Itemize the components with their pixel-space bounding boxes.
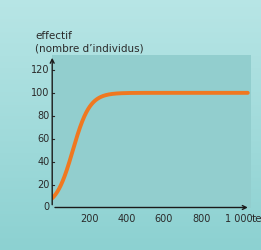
Text: 800: 800	[192, 214, 210, 224]
Text: 1 000: 1 000	[225, 214, 252, 224]
Text: 120: 120	[31, 65, 49, 75]
Text: 0: 0	[43, 202, 49, 212]
Text: 20: 20	[37, 180, 49, 190]
Text: 100: 100	[31, 88, 49, 98]
Text: 60: 60	[37, 134, 49, 144]
Text: 40: 40	[37, 157, 49, 167]
Text: 400: 400	[117, 214, 136, 224]
Text: 600: 600	[155, 214, 173, 224]
Text: temps: temps	[252, 214, 261, 224]
Text: 200: 200	[80, 214, 99, 224]
Text: 80: 80	[37, 111, 49, 121]
Text: effectif
(nombre d’individus): effectif (nombre d’individus)	[35, 32, 144, 54]
